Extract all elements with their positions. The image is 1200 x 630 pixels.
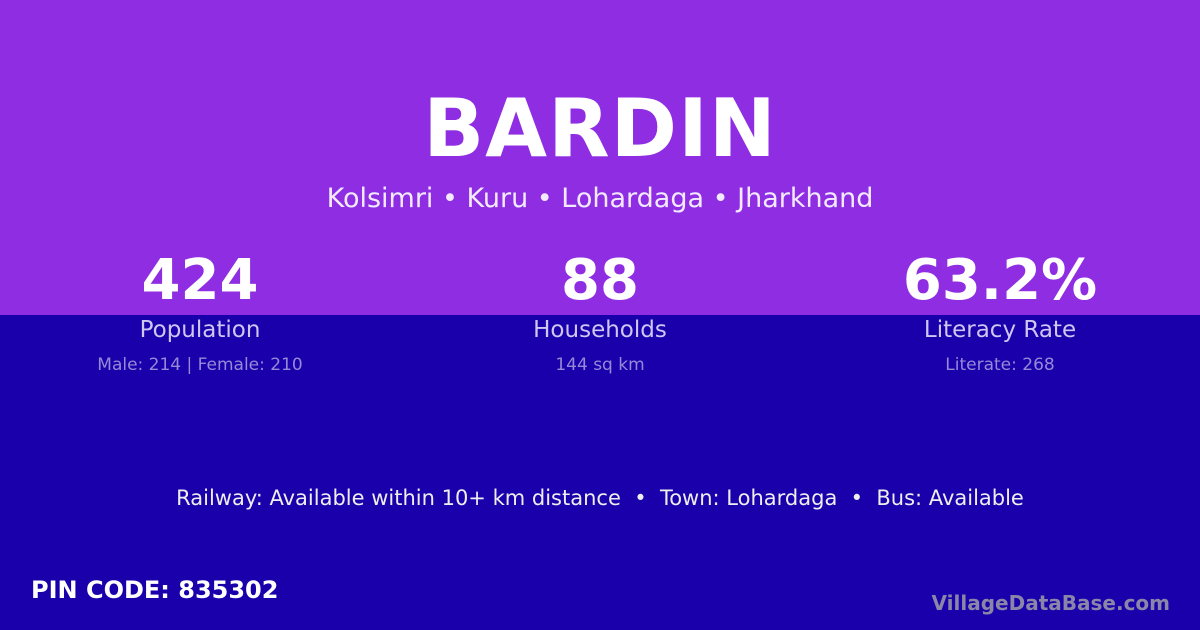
stat-detail: 144 sq km [555,355,645,375]
brand-logo-text: VillageDataBase.com [931,591,1170,615]
stat-detail: Male: 214 | Female: 210 [97,355,303,375]
stat-label: Literacy Rate [923,317,1077,343]
connectivity-facts: Railway: Available within 10+ km distanc… [176,486,1024,510]
stat-label: Population [139,317,261,343]
stat-households: 88 Households 144 sq km [400,248,800,375]
stat-detail: Literate: 268 [945,355,1055,375]
stat-literacy: 63.2% Literacy Rate Literate: 268 [800,248,1200,375]
stat-value: 88 [561,248,639,313]
pin-code: PIN CODE: 835302 [31,576,279,604]
stat-value: 424 [141,248,259,313]
stat-population: 424 Population Male: 214 | Female: 210 [0,248,400,375]
village-title: BARDIN [423,82,777,175]
location-breadcrumb: Kolsimri • Kuru • Lohardaga • Jharkhand [326,183,874,214]
stat-value: 63.2% [902,248,1098,313]
stat-label: Households [533,317,667,343]
header-band [0,0,1200,315]
